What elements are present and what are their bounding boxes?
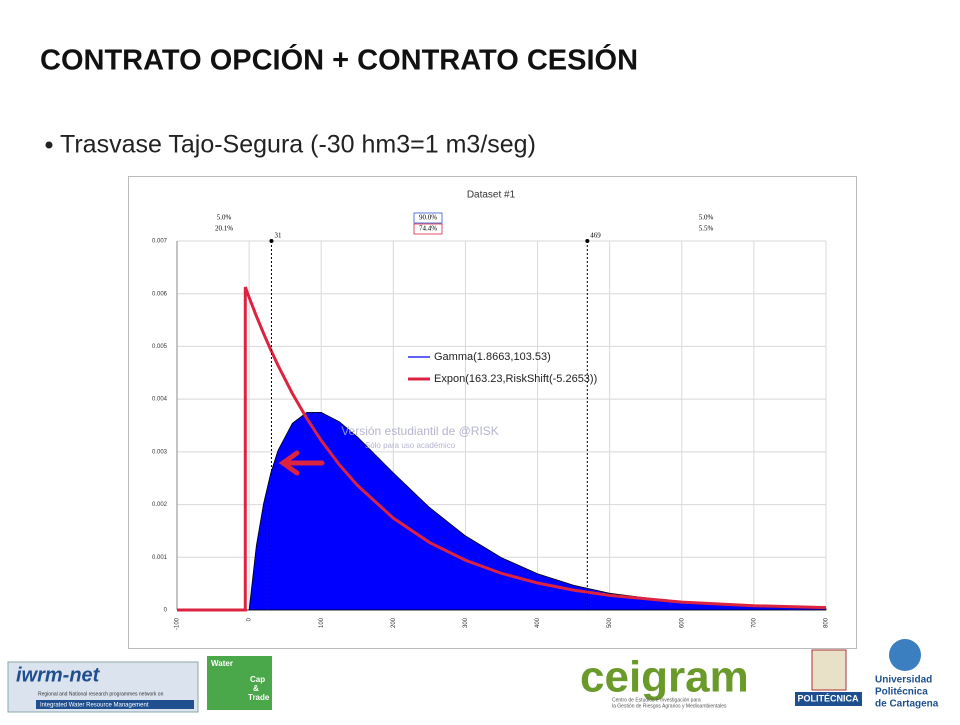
slide-title: CONTRATO OPCIÓN + CONTRATO CESIÓN bbox=[40, 43, 638, 77]
bullet-dot bbox=[45, 141, 53, 149]
x-tick-label: -100 bbox=[175, 617, 181, 630]
y-tick-label: 0.005 bbox=[152, 344, 168, 350]
x-tick-label: 500 bbox=[607, 617, 613, 628]
upm-band bbox=[795, 692, 862, 706]
x-tick-label: 800 bbox=[824, 617, 830, 628]
x-tick-label: 100 bbox=[319, 617, 325, 628]
x-tick-label: 200 bbox=[391, 617, 397, 628]
upct-text: Universidad bbox=[875, 675, 932, 686]
upct-text: Politécnica bbox=[875, 687, 928, 698]
y-tick-label: 0.002 bbox=[152, 502, 168, 508]
x-tick-label: 0 bbox=[247, 617, 253, 621]
iwrm-sub: Regional and National research programme… bbox=[38, 691, 164, 697]
upct-text: de Cartagena bbox=[875, 699, 939, 710]
region-label: 5.5% bbox=[699, 225, 714, 233]
iwrm-sub: Integrated Water Resource Management bbox=[40, 703, 149, 709]
upm-shield bbox=[811, 649, 847, 691]
y-tick-label: 0 bbox=[164, 608, 168, 614]
region-label: 5.0% bbox=[217, 214, 232, 222]
watermark: Versión estudiantil de @RISK bbox=[341, 424, 499, 438]
upm-text: POLITÉCNICA bbox=[797, 693, 859, 703]
marker-dot bbox=[585, 239, 590, 243]
marker-label: 469 bbox=[590, 232, 601, 240]
x-tick-label: 400 bbox=[535, 617, 541, 628]
upct-emblem bbox=[889, 639, 921, 671]
x-tick-label: 300 bbox=[463, 617, 469, 628]
x-tick-label: 700 bbox=[751, 617, 757, 628]
water-text: Trade bbox=[248, 693, 270, 702]
marker-dot bbox=[269, 239, 274, 243]
ceigram-text: ceigram bbox=[580, 653, 749, 702]
water-text: & bbox=[253, 684, 259, 693]
chart: Dataset #1 0 0.001 0.002 0.003 0.004 0.005 0.00… bbox=[152, 190, 830, 630]
region-label: 74.4% bbox=[419, 225, 437, 233]
bullet-text: Trasvase Tajo-Segura (-30 hm3=1 m3/seg) bbox=[60, 131, 536, 159]
watermark: Sólo para uso académico bbox=[365, 441, 456, 450]
region-label: 5.0% bbox=[699, 214, 714, 222]
legend-label: Gamma(1.8663,103.53) bbox=[434, 351, 551, 363]
chart-title: Dataset #1 bbox=[467, 190, 516, 201]
legend-label: Expon(163.23,RiskShift(-5.2653)) bbox=[434, 373, 597, 385]
iwrm-band bbox=[36, 700, 194, 709]
y-tick-label: 0.006 bbox=[152, 291, 168, 297]
region-box bbox=[413, 212, 443, 224]
water-text: Water bbox=[211, 659, 233, 668]
y-tick-label: 0.001 bbox=[152, 555, 168, 561]
annotation-arrow bbox=[278, 450, 325, 476]
x-tick-label: 600 bbox=[679, 617, 685, 628]
ceigram-sub: Centro de Estudios e Investigación para bbox=[612, 697, 701, 703]
marker-label: 31 bbox=[274, 232, 282, 240]
y-tick-label: 0.003 bbox=[152, 449, 168, 455]
ceigram-sub: la Gestión de Riesgos Agrarios y Medioam… bbox=[612, 703, 727, 709]
region-label: 90.0% bbox=[419, 214, 437, 222]
y-tick-label: 0.004 bbox=[152, 397, 168, 403]
y-tick-label: 0.007 bbox=[152, 239, 168, 245]
water-text: Cap bbox=[250, 675, 265, 684]
density-line bbox=[177, 286, 827, 612]
iwrm-text: iwrm-net bbox=[16, 664, 101, 686]
region-box bbox=[413, 223, 443, 235]
region-label: 20.1% bbox=[215, 225, 233, 233]
water-logo bbox=[207, 656, 272, 710]
